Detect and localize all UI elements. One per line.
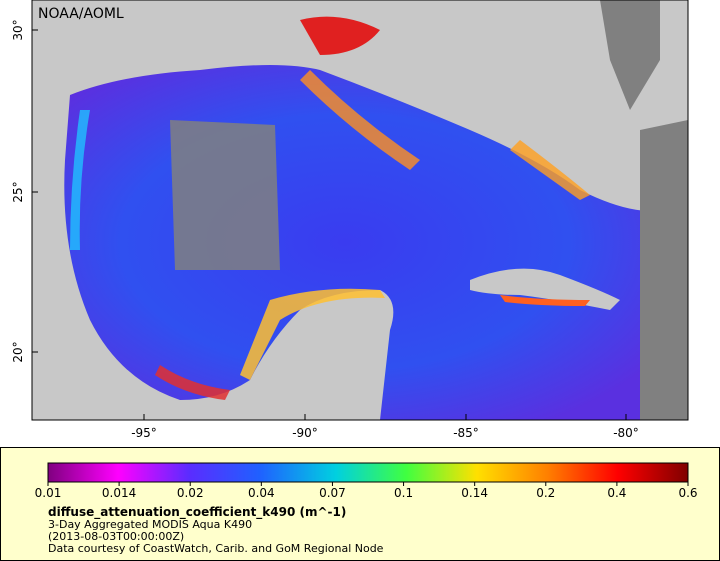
lat-label: 25° (11, 181, 25, 202)
colorbar-label: 0.04 (248, 486, 275, 500)
lon-label: -85° (453, 426, 479, 440)
river-plume (300, 16, 380, 56)
coastal-band (240, 288, 385, 380)
lat-label: 30° (11, 19, 25, 40)
coastal-band (500, 295, 590, 306)
legend-line: 3-Day Aggregated MODIS Aqua K490 (48, 518, 252, 531)
colorbar-label: 0.1 (394, 486, 413, 500)
colorbar-label: 0.14 (461, 486, 488, 500)
legend-title: diffuse_attenuation_coefficient_k490 (m^… (48, 505, 346, 520)
coastal-band (300, 70, 420, 170)
colorbar-label: 0.01 (35, 486, 62, 500)
colorbar-label: 0.6 (678, 486, 697, 500)
cloud-gap (600, 0, 660, 110)
map: NOAA/AOML (31, 0, 689, 421)
coastal-band (510, 140, 590, 200)
coastal-band (155, 365, 230, 400)
coastal-band (70, 110, 90, 250)
map-frame (31, 0, 689, 421)
cloud-gap (640, 120, 688, 420)
colorbar-label: 0.07 (319, 486, 346, 500)
legend-line: (2013-08-03T00:00:00Z) (48, 530, 184, 543)
lon-label: -80° (613, 426, 639, 440)
colorbar-label: 0.014 (102, 486, 136, 500)
cloud-gap (170, 120, 280, 270)
cuba (470, 268, 620, 310)
credit: NOAA/AOML (38, 6, 124, 22)
colorbar (47, 462, 689, 483)
lat-label: 20° (11, 341, 25, 362)
colorbar-label: 0.2 (536, 486, 555, 500)
colorbar-label: 0.02 (177, 486, 204, 500)
colorbar-label: 0.4 (607, 486, 626, 500)
lon-label: -95° (131, 426, 157, 440)
legend-line: Data courtesy of CoastWatch, Carib. and … (48, 542, 384, 555)
lon-label: -90° (292, 426, 318, 440)
